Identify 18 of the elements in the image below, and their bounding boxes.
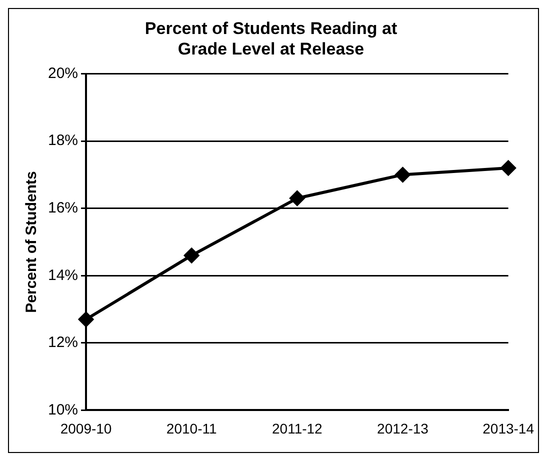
y-tick-label: 12% xyxy=(48,334,78,352)
x-tick-label: 2010-11 xyxy=(166,420,217,436)
x-tick-label: 2011-12 xyxy=(272,420,323,436)
y-axis-title: Percent of Students xyxy=(23,171,40,313)
chart-title: Percent of Students Reading at Grade Level at Release xyxy=(144,18,398,58)
x-tick-label: 2012-13 xyxy=(377,420,429,436)
point xyxy=(290,190,305,206)
y-tick-label: 18% xyxy=(48,132,78,150)
x-tick-label: 2013-14 xyxy=(482,420,534,436)
y-tick-label: 16% xyxy=(48,200,78,216)
y-tick-label: 20% xyxy=(48,64,78,82)
point xyxy=(395,167,410,182)
point xyxy=(184,248,200,263)
y-tick-label: 10% xyxy=(48,401,78,418)
y-tick-label: 14% xyxy=(48,266,78,284)
x-tick-label: 2009-10 xyxy=(60,420,112,436)
point xyxy=(78,312,94,327)
point xyxy=(500,160,516,176)
